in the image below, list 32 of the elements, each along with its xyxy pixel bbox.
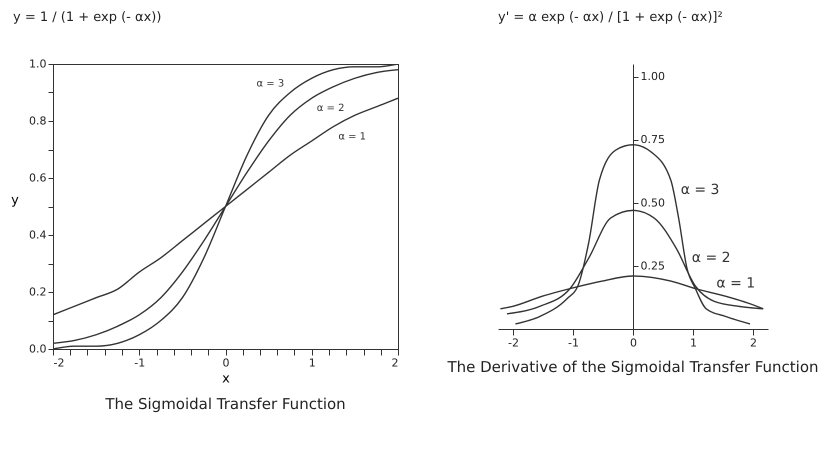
series-label: α = 1: [716, 275, 756, 292]
y-axis-title: y: [11, 193, 20, 208]
x-tick-label: -2: [54, 356, 64, 370]
text: y = 1 / (1 + exp (- αx)): [13, 10, 162, 25]
y-tick-label: 1.0: [29, 58, 46, 70]
text: y' = α exp (- αx) / [1 + exp (- αx)]²: [498, 10, 723, 25]
x-tick-label: 0: [222, 356, 230, 370]
y-tick-label: 0.6: [29, 172, 46, 184]
series-label: α = 3: [680, 182, 720, 198]
y-tick-label: 0.2: [29, 286, 46, 298]
y-tick-label: 1.00: [640, 70, 665, 84]
text: The Sigmoidal Transfer Function: [104, 395, 346, 413]
x-tick-label: -1: [134, 356, 146, 370]
series-label: α = 2: [316, 103, 344, 114]
x-axis-title: x: [222, 372, 230, 386]
x-tick-label: -1: [568, 336, 579, 350]
x-tick-label: 2: [750, 336, 757, 350]
y-tick-label: 0.8: [29, 114, 46, 128]
y-tick-label: 0.50: [640, 196, 665, 210]
x-tick-label: 1: [690, 336, 697, 350]
y-tick-label: 0.4: [29, 228, 46, 242]
y-tick-label: 0.0: [29, 342, 46, 356]
text: The Derivative of the Sigmoidal Transfer Function: [446, 358, 819, 376]
x-tick-label: 0: [630, 336, 637, 350]
series-label: α = 2: [692, 250, 731, 266]
series-label: α = 1: [338, 132, 366, 143]
y-tick-label: 0.25: [640, 259, 665, 272]
x-tick-label: 2: [392, 356, 398, 370]
x-tick-label: -2: [508, 336, 519, 350]
y-tick-label: 0.75: [640, 133, 665, 146]
series-label: α = 3: [256, 78, 284, 90]
x-tick-label: 1: [308, 356, 316, 370]
